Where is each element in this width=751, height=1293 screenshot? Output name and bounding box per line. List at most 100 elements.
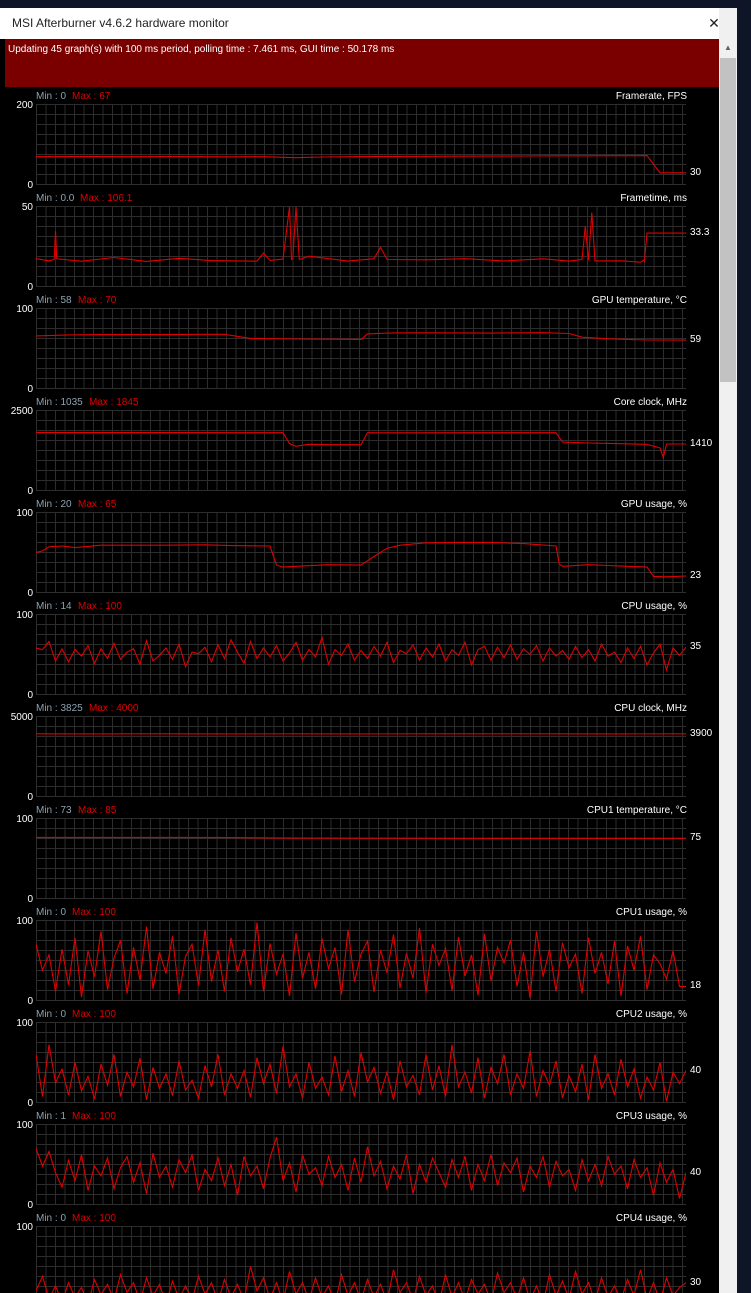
- y-axis-max-label: 100: [16, 1018, 33, 1029]
- y-axis-min-label: 0: [27, 1200, 33, 1211]
- graph-plot: [36, 614, 686, 695]
- max-value-label: Max : 85: [78, 805, 117, 816]
- window-title: MSI Afterburner v4.6.2 hardware monitor: [12, 16, 229, 30]
- min-value-label: Min : 3825: [36, 703, 83, 714]
- graph-title: CPU3 usage, %: [615, 1111, 687, 1122]
- y-axis-min-label: 0: [27, 384, 33, 395]
- grid-lines: [36, 1022, 686, 1103]
- max-value-label: Max : 106.1: [80, 193, 133, 204]
- y-axis-max-label: 100: [16, 304, 33, 315]
- max-value-label: Max : 100: [78, 601, 122, 612]
- graph-plot: [36, 512, 686, 593]
- graph-title: CPU clock, MHz: [614, 703, 687, 714]
- graph-title: CPU1 usage, %: [615, 907, 687, 918]
- current-value-label: 1410: [690, 438, 713, 450]
- y-axis-min-label: 0: [27, 996, 33, 1007]
- min-value-label: Min : 0: [36, 91, 67, 102]
- max-value-label: Max : 70: [78, 295, 117, 306]
- graph-plot: [36, 1022, 686, 1103]
- grid-lines: [36, 614, 686, 695]
- graph-title: Framerate, FPS: [615, 91, 687, 102]
- min-value-label: Min : 58: [36, 295, 72, 306]
- min-value-label: Min : 20: [36, 499, 72, 510]
- graph-panel: 100 0 Min : 0 CPU1 usage, % 18 Max : 100: [0, 907, 719, 1009]
- graph-title: GPU temperature, °C: [591, 295, 687, 306]
- graph-title: CPU usage, %: [621, 601, 687, 612]
- current-value-label: 30: [690, 166, 702, 178]
- y-axis-min-label: 0: [27, 588, 33, 599]
- graph-plot: [36, 716, 686, 797]
- y-axis-min-label: 0: [27, 894, 33, 905]
- graph-panel: 100 0 Min : 73 CPU1 temperature, °C 75 Max : …: [0, 805, 719, 907]
- monitor-window: MSI Afterburner v4.6.2 hardware monitor …: [0, 8, 737, 1293]
- max-value-label: Max : 1845: [89, 397, 139, 408]
- grid-lines: [36, 206, 686, 287]
- y-axis-max-label: 100: [16, 916, 33, 927]
- graph-title: Core clock, MHz: [613, 397, 687, 408]
- current-value-label: 40: [690, 1064, 702, 1076]
- max-value-label: Max : 100: [72, 1009, 116, 1020]
- series-line: [36, 1136, 686, 1199]
- series-line: [36, 206, 686, 263]
- grid-lines: [36, 716, 686, 797]
- current-value-label: 59: [690, 334, 702, 346]
- series-line: [36, 836, 686, 839]
- y-axis-min-label: 0: [27, 282, 33, 293]
- series-line: [36, 1044, 686, 1102]
- max-value-label: Max : 100: [72, 1213, 116, 1224]
- graph-panel: 100 0 Min : 14 CPU usage, % 35 Max : 100: [0, 601, 719, 703]
- close-button[interactable]: ✕: [708, 15, 720, 31]
- grid-lines: [36, 308, 686, 389]
- y-axis-max-label: 100: [16, 1120, 33, 1131]
- graph-plot: [36, 1226, 686, 1293]
- series-line: [36, 922, 686, 998]
- title-bar[interactable]: MSI Afterburner v4.6.2 hardware monitor …: [0, 8, 737, 39]
- current-value-label: 75: [690, 832, 702, 844]
- graph-plot: [36, 1124, 686, 1205]
- graph-plot: [36, 410, 686, 491]
- grid-lines: [36, 818, 686, 899]
- min-value-label: Min : 73: [36, 805, 72, 816]
- y-axis-min-label: 0: [27, 690, 33, 701]
- grid-lines: [36, 1226, 686, 1293]
- y-axis-max-label: 200: [16, 100, 33, 111]
- min-value-label: Min : 0: [36, 1009, 67, 1020]
- min-value-label: Min : 1035: [36, 397, 83, 408]
- series-line: [36, 1266, 686, 1293]
- y-axis-max-label: 100: [16, 814, 33, 825]
- graph-title: Frametime, ms: [620, 193, 687, 204]
- y-axis-max-label: 100: [16, 1222, 33, 1233]
- graph-panel: 100 0 Min : 58 GPU temperature, °C 59 Max : 7…: [0, 295, 719, 397]
- graph-plot: [36, 920, 686, 1001]
- y-axis-max-label: 50: [21, 202, 33, 213]
- graph-plot: [36, 104, 686, 185]
- y-axis-min-label: 0: [27, 486, 33, 497]
- current-value-label: 40: [690, 1166, 702, 1178]
- series-line: [36, 541, 686, 578]
- min-value-label: Min : 0: [36, 1213, 67, 1224]
- graph-title: CPU4 usage, %: [615, 1213, 687, 1224]
- series-line: [36, 332, 686, 341]
- grid-lines: [36, 512, 686, 593]
- min-value-label: Min : 14: [36, 601, 72, 612]
- vertical-scrollbar[interactable]: ▲: [719, 8, 737, 1293]
- graphs-area: 200 0 Min : 0 Framerate, FPS 30 Max : 67 50 0 Mi…: [0, 88, 719, 1293]
- current-value-label: 35: [690, 641, 702, 653]
- y-axis-min-label: 0: [27, 1098, 33, 1109]
- y-axis-max-label: 2500: [10, 406, 33, 417]
- series-line: [36, 155, 686, 174]
- grid-lines: [36, 104, 686, 185]
- graph-panel: 100 0 Min : 1 CPU3 usage, % 40 Max : 100: [0, 1111, 719, 1213]
- graph-panel: 2500 0 Min : 1035 Core clock, MHz 1410 Max : …: [0, 397, 719, 499]
- y-axis-max-label: 100: [16, 610, 33, 621]
- max-value-label: Max : 4000: [89, 703, 139, 714]
- grid-lines: [36, 410, 686, 491]
- status-bar: Updating 45 graph(s) with 100 ms period,…: [5, 39, 719, 87]
- current-value-label: 3900: [690, 727, 713, 739]
- series-line: [36, 635, 686, 672]
- y-axis-min-label: 0: [27, 792, 33, 803]
- scroll-thumb[interactable]: [720, 58, 736, 382]
- graph-panel: 50 0 Min : 0.0 Frametime, ms 33.3 Max : 106.1: [0, 193, 719, 295]
- scroll-up-button[interactable]: ▲: [724, 43, 732, 52]
